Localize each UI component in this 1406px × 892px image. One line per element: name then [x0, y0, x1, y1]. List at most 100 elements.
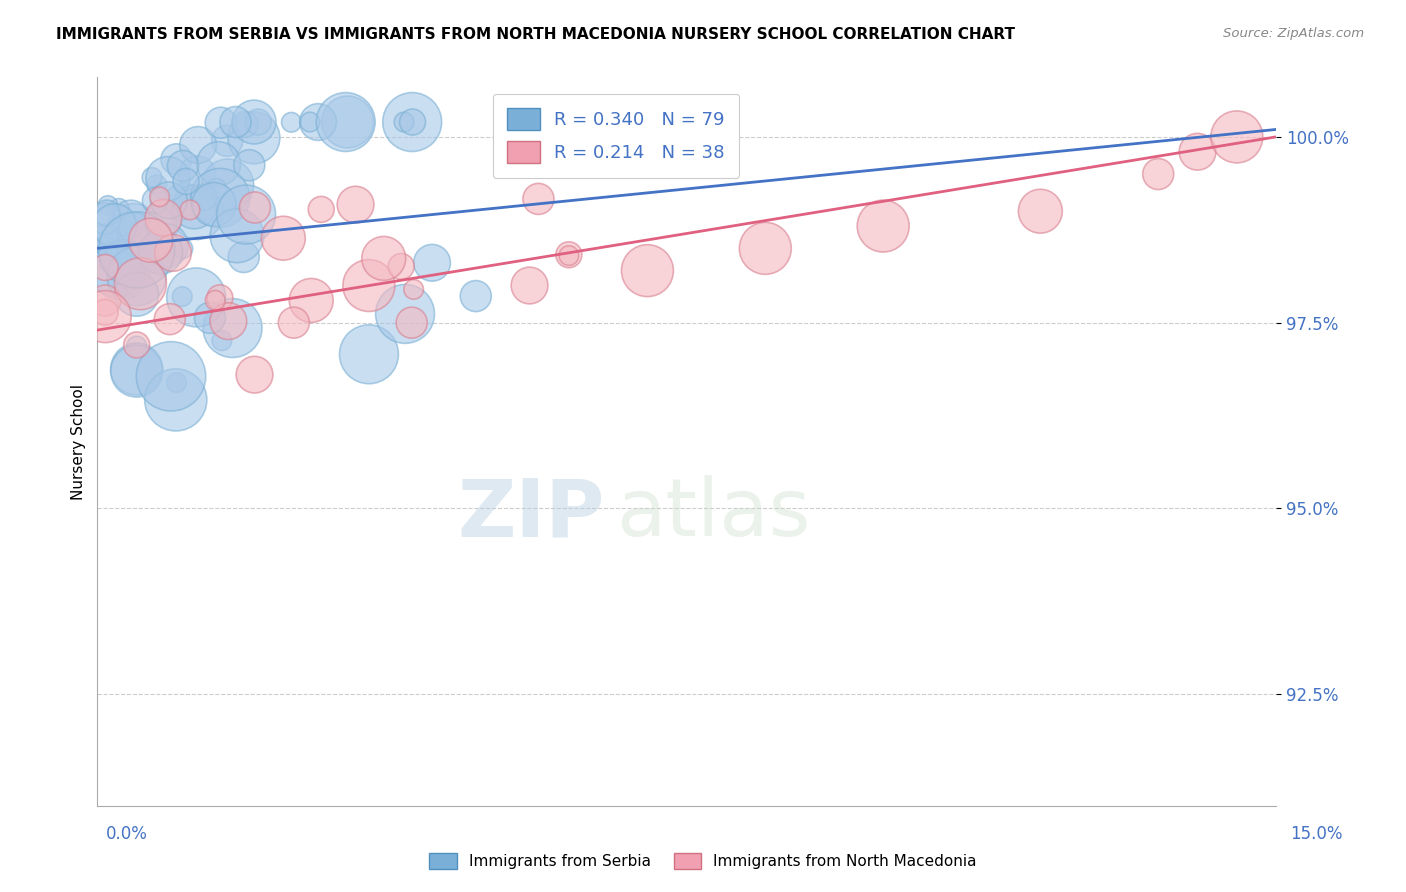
Point [156, 171, 179, 186]
Point [120, 211, 142, 226]
Point [243, 115, 266, 129]
Point [172, 289, 194, 303]
Point [238, 158, 260, 172]
Point [389, 260, 412, 274]
Point [172, 242, 194, 256]
Point [754, 241, 776, 255]
Point [125, 364, 148, 378]
Point [94, 260, 117, 275]
Point [394, 307, 416, 321]
Point [152, 211, 174, 225]
Point [357, 347, 380, 361]
Point [129, 277, 152, 291]
Point [125, 287, 148, 301]
Point [94, 229, 117, 244]
Point [558, 249, 581, 263]
Point [217, 134, 239, 148]
Point [243, 130, 266, 145]
Point [157, 194, 180, 208]
Text: IMMIGRANTS FROM SERBIA VS IMMIGRANTS FROM NORTH MACEDONIA NURSERY SCHOOL CORRELA: IMMIGRANTS FROM SERBIA VS IMMIGRANTS FRO… [56, 27, 1015, 42]
Point [114, 254, 136, 268]
Point [141, 170, 163, 185]
Point [125, 362, 148, 376]
Point [221, 321, 243, 335]
Point [401, 115, 423, 129]
Point [143, 194, 166, 208]
Point [307, 115, 329, 129]
Point [298, 115, 321, 129]
Point [110, 263, 132, 277]
Point [125, 338, 148, 352]
Point [104, 263, 127, 277]
Point [1147, 167, 1170, 181]
Point [94, 243, 117, 257]
Text: 0.0%: 0.0% [105, 825, 148, 843]
Point [186, 290, 208, 304]
Text: 15.0%: 15.0% [1291, 825, 1343, 843]
Point [273, 231, 295, 245]
Y-axis label: Nursery School: Nursery School [72, 384, 86, 500]
Point [149, 245, 172, 260]
Point [166, 376, 188, 390]
Point [146, 222, 169, 236]
Point [162, 246, 184, 260]
Point [527, 192, 550, 206]
Point [94, 293, 117, 308]
Point [172, 194, 194, 209]
Point [243, 201, 266, 215]
Point [1187, 145, 1209, 159]
Legend: Immigrants from Serbia, Immigrants from North Macedonia: Immigrants from Serbia, Immigrants from … [423, 847, 983, 875]
Point [186, 167, 208, 181]
Legend: R = 0.340   N = 79, R = 0.214   N = 38: R = 0.340 N = 79, R = 0.214 N = 38 [494, 94, 740, 178]
Point [558, 115, 581, 129]
Point [160, 369, 183, 384]
Point [1029, 204, 1052, 219]
Point [125, 269, 148, 284]
Point [235, 208, 257, 222]
Point [97, 198, 120, 212]
Point [96, 206, 118, 220]
Point [232, 250, 254, 264]
Point [243, 368, 266, 382]
Point [1226, 129, 1249, 144]
Point [519, 278, 541, 293]
Point [247, 115, 270, 129]
Point [124, 221, 146, 235]
Point [392, 115, 415, 129]
Point [636, 263, 658, 277]
Point [125, 243, 148, 257]
Point [373, 252, 395, 266]
Point [204, 293, 226, 308]
Point [402, 282, 425, 296]
Point [299, 293, 322, 308]
Point [420, 256, 443, 270]
Point [94, 211, 117, 226]
Point [401, 316, 423, 330]
Point [309, 202, 332, 217]
Text: Source: ZipAtlas.com: Source: ZipAtlas.com [1223, 27, 1364, 40]
Point [165, 392, 187, 407]
Text: ZIP: ZIP [457, 475, 605, 553]
Point [179, 202, 201, 217]
Point [217, 314, 239, 328]
Point [122, 222, 145, 236]
Point [280, 115, 302, 129]
Point [125, 339, 148, 353]
Point [224, 115, 246, 129]
Point [183, 200, 205, 214]
Point [872, 219, 894, 233]
Point [159, 312, 181, 326]
Point [208, 291, 231, 305]
Point [357, 278, 380, 293]
Text: atlas: atlas [616, 475, 810, 553]
Point [464, 289, 486, 303]
Point [344, 197, 367, 211]
Point [139, 233, 162, 247]
Point [155, 238, 177, 252]
Point [208, 156, 231, 170]
Point [336, 115, 359, 129]
Point [172, 159, 194, 173]
Point [209, 116, 232, 130]
Point [165, 153, 187, 167]
Point [283, 316, 305, 330]
